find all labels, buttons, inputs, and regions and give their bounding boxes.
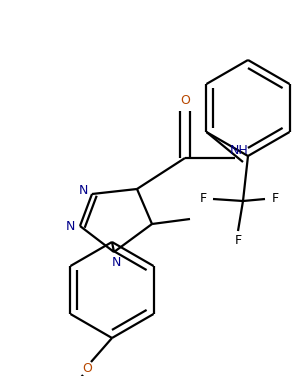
Text: O: O <box>82 361 92 374</box>
Text: F: F <box>199 193 206 206</box>
Text: N: N <box>65 220 75 232</box>
Text: NH: NH <box>230 144 248 156</box>
Text: O: O <box>180 94 190 108</box>
Text: F: F <box>271 193 278 206</box>
Text: N: N <box>111 256 121 268</box>
Text: N: N <box>78 185 88 197</box>
Text: F: F <box>234 235 242 247</box>
